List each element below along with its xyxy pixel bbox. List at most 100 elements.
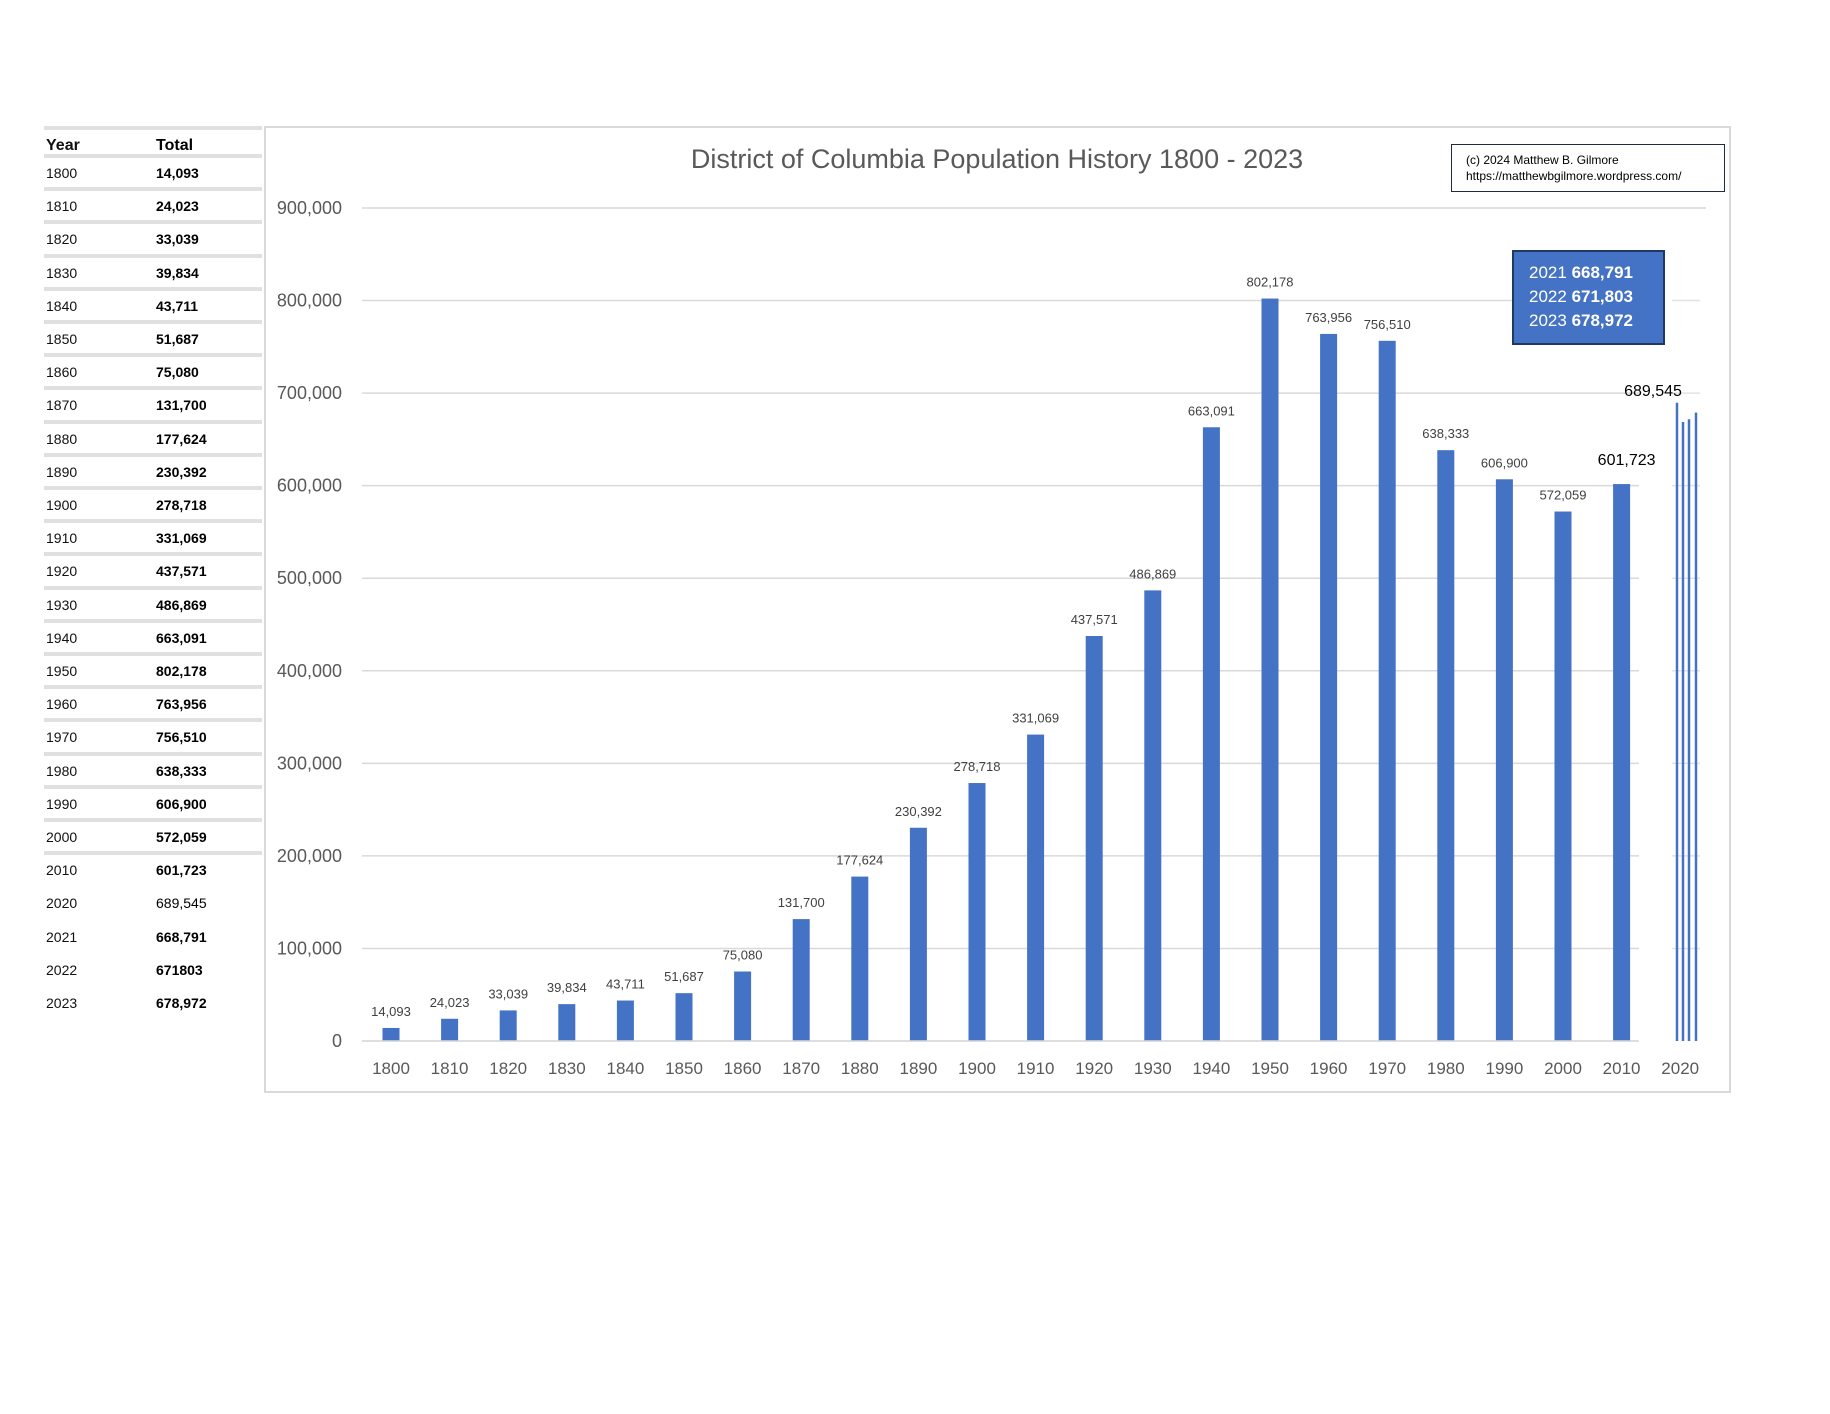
copyright-box: (c) 2024 Matthew B. Gilmore https://matt… xyxy=(1451,144,1725,192)
x-tick-label: 1920 xyxy=(1075,1059,1113,1078)
table-row: 2022 671803 xyxy=(44,951,262,984)
total-cell: 671803 xyxy=(156,961,203,978)
total-cell: 43,711 xyxy=(156,297,199,314)
bar xyxy=(1378,340,1396,1041)
year-cell: 1820 xyxy=(46,231,78,248)
x-tick-label: 1820 xyxy=(489,1059,527,1078)
data-label: 437,571 xyxy=(1071,612,1118,627)
year-cell: 1880 xyxy=(46,430,78,447)
total-cell: 131,700 xyxy=(156,397,207,414)
x-tick-label: 1880 xyxy=(841,1059,879,1078)
table-row: 2020 689,545 xyxy=(44,884,262,917)
table-row: 1820 33,039 xyxy=(44,220,262,253)
x-tick-label: 1940 xyxy=(1192,1059,1230,1078)
bar xyxy=(441,1018,459,1041)
total-cell: 638,333 xyxy=(156,762,207,779)
year-cell: 2023 xyxy=(46,995,78,1011)
y-tick-label: 800,000 xyxy=(277,291,342,311)
data-label: 39,834 xyxy=(547,980,587,995)
year-cell: 2022 xyxy=(46,961,78,978)
table-row: 2010 601,723 xyxy=(44,851,262,884)
total-cell: 331,069 xyxy=(156,530,207,547)
callout-line: 2023 678,972 xyxy=(1529,311,1634,330)
year-cell: 2020 xyxy=(46,895,78,912)
x-tick-label: 1810 xyxy=(431,1059,469,1078)
total-cell: 606,900 xyxy=(156,795,207,812)
callout-line: 2022 671,803 xyxy=(1529,287,1634,306)
year-cell: 1970 xyxy=(46,729,78,746)
year-cell: 2000 xyxy=(46,829,78,845)
year-cell: 1810 xyxy=(46,198,78,215)
y-tick-label: 500,000 xyxy=(277,568,342,588)
data-label: 763,956 xyxy=(1305,310,1352,325)
y-tick-label: 300,000 xyxy=(277,753,342,773)
bar xyxy=(851,876,869,1041)
bar xyxy=(1554,511,1572,1042)
bar xyxy=(558,1004,576,1041)
table-row: 1900 278,718 xyxy=(44,486,262,519)
total-cell: 756,510 xyxy=(156,729,207,746)
data-label: 51,687 xyxy=(664,969,704,984)
x-tick-label: 1950 xyxy=(1251,1059,1289,1078)
data-label: 24,023 xyxy=(430,995,470,1010)
data-label: 75,080 xyxy=(723,948,763,963)
copyright-url: https://matthewbgilmore.wordpress.com/ xyxy=(1466,169,1682,183)
data-label-2020: 689,545 xyxy=(1624,383,1682,400)
table-row: 1810 24,023 xyxy=(44,187,262,220)
x-tick-label: 1840 xyxy=(606,1059,644,1078)
year-cell: 1960 xyxy=(46,696,78,713)
table-row: 1830 39,834 xyxy=(44,253,262,287)
bar xyxy=(1027,734,1045,1041)
table-row: 1920 437,571 xyxy=(44,552,262,585)
year-cell: 1850 xyxy=(46,331,78,347)
y-tick-label: 200,000 xyxy=(277,846,342,866)
year-cell: 1920 xyxy=(46,563,78,580)
total-cell: 14,093 xyxy=(156,165,199,181)
total-cell: 572,059 xyxy=(156,829,207,845)
table-row: 1800 14,093 xyxy=(44,154,262,187)
x-tick-label: 1900 xyxy=(958,1059,996,1078)
x-tick-label: 1860 xyxy=(724,1059,762,1078)
table-header: Year Total xyxy=(44,126,262,159)
total-cell: 177,624 xyxy=(156,430,207,447)
table-row: 1880 177,624 xyxy=(44,419,262,453)
data-label: 601,723 xyxy=(1598,452,1656,469)
total-cell: Total xyxy=(156,137,194,154)
total-cell: 689,545 xyxy=(156,895,207,912)
total-cell: 763,956 xyxy=(156,696,207,713)
data-label: 572,059 xyxy=(1540,488,1587,503)
bar xyxy=(1613,484,1631,1042)
table-row: 2023 678,972 xyxy=(44,984,262,1017)
table-row: 1850 51,687 xyxy=(44,320,262,353)
table-row: 1940 663,091 xyxy=(44,618,262,652)
bar xyxy=(1144,590,1162,1041)
total-cell: 802,178 xyxy=(156,663,207,679)
x-tick-label: 1930 xyxy=(1134,1059,1172,1078)
bar xyxy=(499,1010,517,1041)
year-cell: 1990 xyxy=(46,795,78,812)
bar xyxy=(909,827,927,1041)
data-label: 802,178 xyxy=(1247,275,1294,290)
x-tick-label: 1830 xyxy=(548,1059,586,1078)
y-tick-label: 600,000 xyxy=(277,476,342,496)
total-cell: 486,869 xyxy=(156,596,207,613)
year-cell: 1950 xyxy=(46,663,78,679)
chart-title: District of Columbia Population History … xyxy=(690,144,1304,174)
x-tick-label: 1890 xyxy=(899,1059,937,1078)
bar xyxy=(1495,479,1513,1041)
y-tick-label: 700,000 xyxy=(277,383,342,403)
year-cell: 1940 xyxy=(46,629,78,646)
total-cell: 437,571 xyxy=(156,563,207,580)
table-row: 1990 606,900 xyxy=(44,784,262,818)
table-row: 1960 763,956 xyxy=(44,685,262,718)
table-row: 2021 668,791 xyxy=(44,918,262,951)
bar xyxy=(616,1000,634,1041)
total-cell: 33,039 xyxy=(156,231,199,248)
year-cell: 1830 xyxy=(46,264,78,281)
x-tick-label: 2000 xyxy=(1544,1059,1582,1078)
bar xyxy=(1202,427,1220,1041)
chart-frame xyxy=(264,126,1731,1093)
table-row: 1980 638,333 xyxy=(44,751,262,785)
total-cell: 24,023 xyxy=(156,198,199,215)
